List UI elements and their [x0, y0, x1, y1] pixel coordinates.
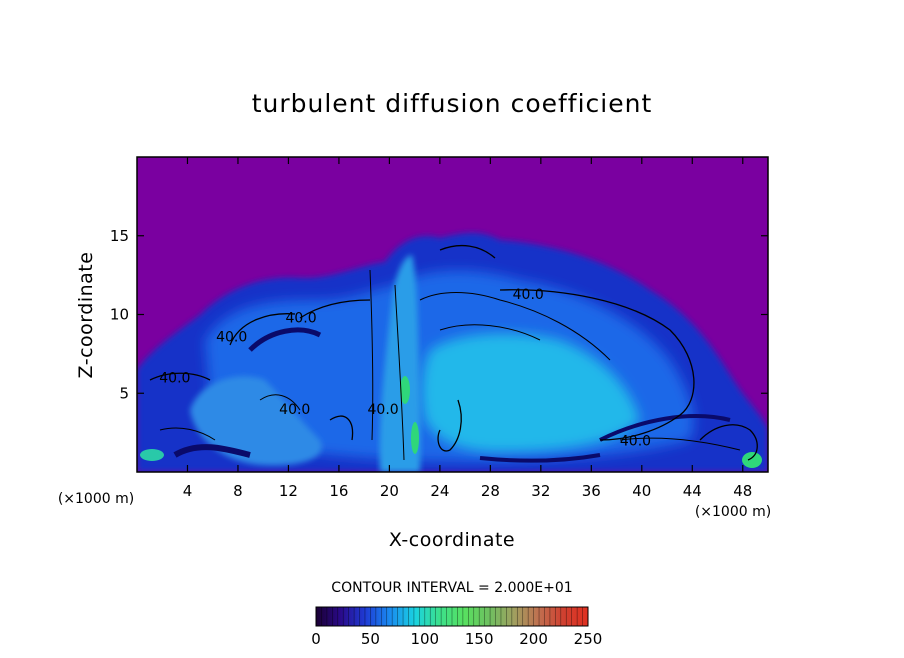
contour-label: 40.0	[285, 311, 316, 327]
green-patch	[411, 422, 419, 454]
green-patch	[742, 452, 762, 468]
colorbar-tick-label: 50	[361, 630, 380, 648]
cyan-core-region	[421, 333, 640, 452]
contour-interval-text: CONTOUR INTERVAL = 2.000E+01	[331, 580, 572, 596]
x-tick-label: 28	[481, 482, 500, 500]
y-axis-label: Z-coordinate	[75, 252, 97, 379]
x-tick-label: 36	[582, 482, 601, 500]
colorbar-frame	[315, 606, 589, 627]
x-tick-label: 24	[430, 482, 449, 500]
x-axis-ticks: 4 8 12 16 20 24 28 32 36 40 44 48	[183, 157, 752, 500]
contour-label: 40.0	[368, 402, 399, 418]
x-tick-label: 48	[733, 482, 752, 500]
contour-label: 40.0	[513, 287, 544, 303]
x-tick-label: 44	[683, 482, 702, 500]
left-vortex-region	[190, 376, 322, 466]
dark-streak	[479, 453, 601, 463]
x-tick-label: 20	[380, 482, 399, 500]
colorbar-tick-label: 100	[410, 630, 439, 648]
green-patch	[400, 376, 410, 404]
x-tick-label: 4	[183, 482, 193, 500]
colorbar-stripes	[321, 607, 583, 626]
x-unit-right: (×1000 m)	[695, 504, 771, 520]
contour-label: 40.0	[279, 402, 310, 418]
contour-labels: 40.0 40.0 40.0 40.0 40.0 40.0 40.0	[159, 287, 651, 449]
y-tick-label: 10	[110, 306, 129, 324]
green-patch	[140, 449, 164, 461]
contour-label: 40.0	[216, 330, 247, 346]
y-tick-label: 5	[119, 384, 129, 402]
plot-area: 40.0 40.0 40.0 40.0 40.0 40.0 40.0	[137, 157, 768, 472]
x-tick-label: 12	[279, 482, 298, 500]
colorbar-ticks: 0 50 100 150 200 250	[311, 630, 602, 648]
x-tick-label: 32	[531, 482, 550, 500]
x-unit-left: (×1000 m)	[58, 491, 134, 507]
y-axis-ticks: 5 10 15	[110, 227, 768, 402]
x-axis-label: X-coordinate	[389, 529, 515, 551]
chart-title: turbulent diffusion coefficient	[252, 89, 653, 118]
x-tick-label: 8	[233, 482, 243, 500]
colorbar-tick-label: 250	[574, 630, 603, 648]
dark-streak	[173, 444, 251, 458]
colorbar-tick-label: 150	[465, 630, 494, 648]
x-tick-label: 16	[329, 482, 348, 500]
colorbar-tick-label: 200	[519, 630, 548, 648]
dark-streak	[599, 414, 731, 442]
contour-lines	[149, 244, 758, 461]
updraft-column	[379, 255, 421, 472]
x-tick-label: 40	[632, 482, 651, 500]
colorbar: 0 50 100 150 200 250	[311, 606, 602, 648]
contour-label: 40.0	[620, 434, 651, 450]
colorbar-tick-label: 0	[311, 630, 321, 648]
y-tick-label: 15	[110, 227, 129, 245]
contour-label: 40.0	[159, 371, 190, 387]
dark-streak	[248, 327, 322, 352]
